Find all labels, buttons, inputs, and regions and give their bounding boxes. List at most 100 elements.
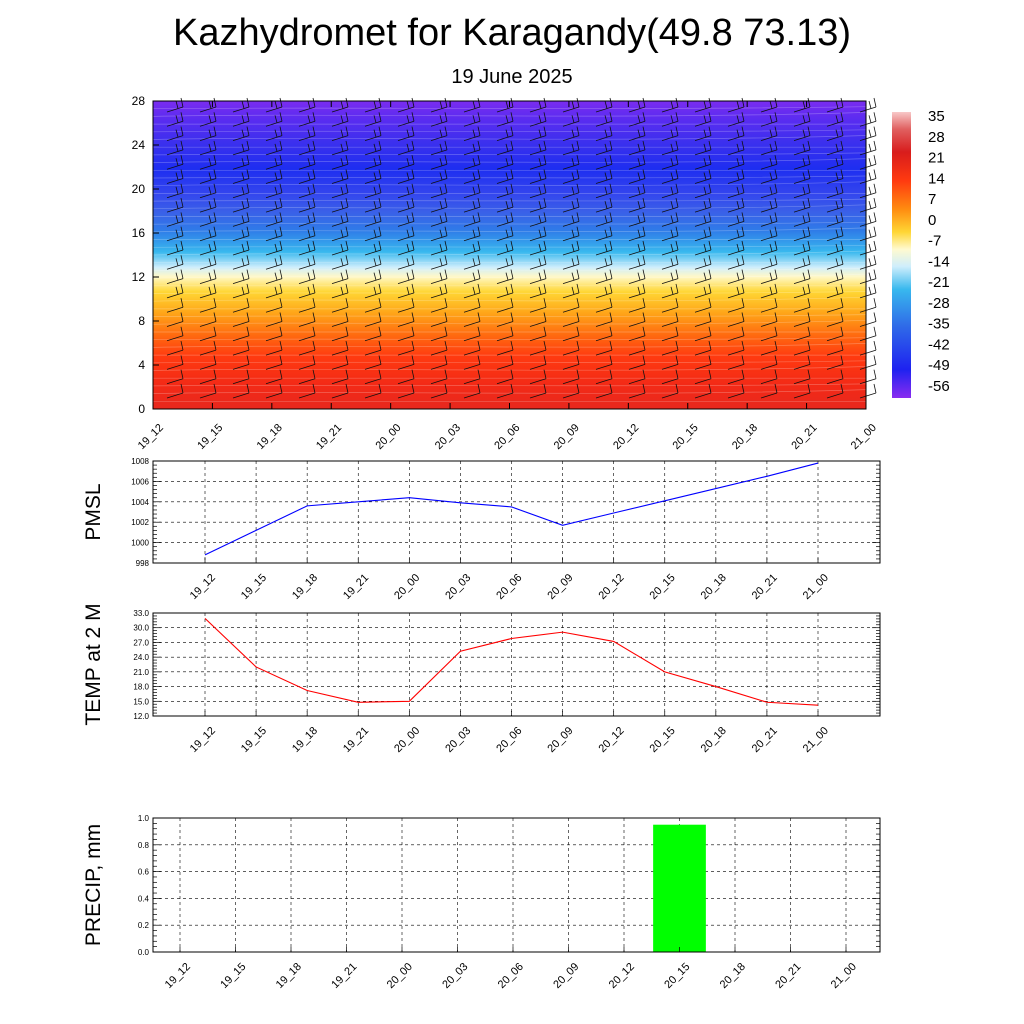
wind-barb (463, 355, 481, 370)
pmsl-chart: 998 1000 1002 1004 1006 1008 19_12 19_15 19_18 19… (82, 457, 881, 602)
wind-barb (595, 355, 613, 370)
wind-barb (529, 155, 547, 170)
wind-barb (397, 240, 415, 256)
wind-barb (529, 326, 547, 342)
wind-barb (430, 240, 448, 256)
y-tick-label: 1000 (131, 539, 149, 548)
contour-line (152, 291, 867, 294)
wind-barb (430, 283, 448, 299)
wind-barb (760, 269, 778, 284)
contour-line (152, 244, 867, 248)
wind-barb (430, 355, 448, 370)
wind-barb (364, 198, 382, 213)
x-tick-label: 20_18 (699, 725, 729, 755)
wind-barb (364, 212, 382, 227)
wind-barb (463, 183, 481, 199)
x-tick-label: 21_00 (801, 725, 831, 755)
wind-barb (199, 183, 217, 199)
wind-barb (859, 240, 877, 256)
wind-barb (628, 212, 646, 227)
wind-barb (793, 383, 811, 399)
wind-barb (694, 269, 712, 284)
wind-barb (529, 169, 547, 184)
wind-barb (793, 326, 811, 342)
wind-barb (397, 283, 415, 299)
wind-barb (265, 326, 283, 342)
wind-barb (199, 269, 217, 284)
wind-barb (760, 383, 778, 399)
wind-barb (331, 341, 349, 356)
wind-barb (760, 326, 778, 342)
wind-barb (463, 383, 481, 399)
wind-barb (760, 183, 778, 199)
wind-barb (265, 312, 283, 327)
wind-barb (496, 355, 514, 370)
wind-barb (826, 112, 844, 127)
wind-barb (364, 126, 382, 141)
wind-barb (430, 183, 448, 199)
wind-barb (397, 326, 415, 342)
wind-barb (694, 383, 712, 399)
wind-barb (595, 240, 613, 256)
wind-barb (397, 183, 415, 199)
wind-barb (727, 198, 745, 213)
wind-barb (826, 326, 844, 342)
wind-barb (595, 341, 613, 356)
wind-barb (364, 312, 382, 327)
wind-barb (562, 312, 580, 327)
wind-barb (760, 355, 778, 370)
y-tick-label: 0.2 (138, 921, 150, 930)
wind-barb (595, 112, 613, 127)
wind-barb (430, 126, 448, 141)
wind-barb (463, 312, 481, 327)
wind-barb (760, 255, 778, 270)
wind-barb (496, 240, 514, 256)
x-tick-label: 21_00 (801, 572, 831, 602)
contour-line (152, 314, 867, 317)
page-title: Kazhydromet for Karagandy(49.8 73.13) (172, 12, 852, 54)
wind-barb (562, 140, 580, 156)
wind-barb (364, 97, 382, 113)
wind-barb (694, 326, 712, 342)
wind-barb (166, 198, 184, 213)
wind-barb (463, 155, 481, 170)
y-tick-label: 27.0 (133, 638, 149, 647)
wind-barb (232, 326, 250, 342)
wind-barb (397, 212, 415, 227)
wind-barb (232, 97, 250, 113)
y-tick-label: 4 (138, 358, 145, 372)
x-tick-label: 20_00 (392, 725, 422, 755)
wind-barb (529, 312, 547, 327)
wind-barb (430, 155, 448, 170)
wind-barb (628, 298, 646, 313)
wind-barb (694, 341, 712, 356)
wind-barb (199, 198, 217, 213)
wind-barb (496, 341, 514, 356)
y-tick-label: 1008 (131, 457, 149, 466)
wind-barb (298, 112, 316, 127)
wind-barb (463, 140, 481, 156)
wind-barb (397, 97, 415, 113)
wind-barb (826, 198, 844, 213)
y-tick-label: 1004 (131, 498, 149, 507)
wind-barb (661, 97, 679, 113)
wind-barb (397, 140, 415, 156)
y-tick-label: 1002 (131, 518, 149, 527)
wind-barb (166, 355, 184, 370)
wind-barb (727, 355, 745, 370)
wind-barb (496, 283, 514, 299)
wind-barb (298, 212, 316, 227)
wind-barb (727, 369, 745, 385)
wind-barb (628, 112, 646, 127)
wind-barb (331, 312, 349, 327)
wind-barb (331, 326, 349, 342)
x-tick-label: 20_00 (373, 422, 403, 452)
y-tick-label: 18.0 (133, 683, 149, 692)
wind-barb (364, 326, 382, 342)
x-tick-label: 19_21 (341, 572, 371, 602)
wind-barb (463, 240, 481, 256)
wind-barb (727, 183, 745, 199)
wind-barb (661, 112, 679, 127)
wind-barb (298, 298, 316, 313)
wind-barb (166, 326, 184, 342)
